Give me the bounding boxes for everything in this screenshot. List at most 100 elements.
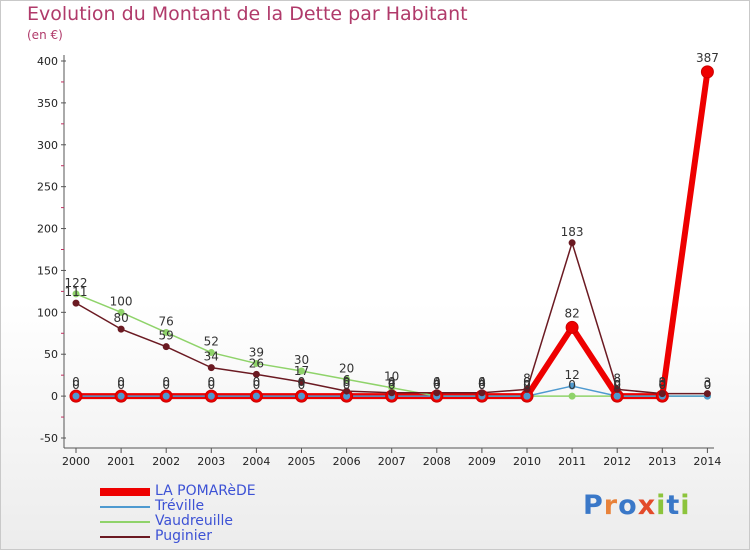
data-label: 0 xyxy=(162,378,170,392)
y-tick-label: 50 xyxy=(44,348,58,361)
data-label: 3 xyxy=(658,376,666,390)
data-point xyxy=(388,389,396,397)
data-point xyxy=(72,392,80,400)
y-tick-label: 0 xyxy=(51,390,58,403)
data-label: 0 xyxy=(478,378,486,392)
logo-letter: P xyxy=(583,490,604,521)
x-tick-label: 2013 xyxy=(648,455,676,468)
x-tick-label: 2000 xyxy=(62,455,90,468)
legend-item: Vaudreuille xyxy=(100,513,300,529)
data-label: 4 xyxy=(388,375,396,389)
data-point xyxy=(162,328,170,336)
logo-letter: t xyxy=(666,490,681,521)
data-label: 0 xyxy=(343,378,351,392)
data-label: 8 xyxy=(523,371,531,385)
chart-title: Evolution du Montant de la Dette par Hab… xyxy=(27,3,468,25)
data-point xyxy=(117,325,125,333)
data-label: 0 xyxy=(478,378,486,392)
data-point xyxy=(207,364,215,372)
data-point xyxy=(207,392,215,400)
data-point xyxy=(252,359,260,367)
data-point xyxy=(162,392,170,400)
data-point xyxy=(568,239,576,247)
data-label: 52 xyxy=(204,335,219,349)
y-tick-label: 250 xyxy=(37,181,58,194)
y-unit-label: (en €) xyxy=(27,28,63,42)
y-tick-label: 400 xyxy=(37,55,58,68)
legend-item: LA POMARèDE xyxy=(100,483,300,499)
data-point xyxy=(162,343,170,351)
data-label: 4 xyxy=(433,375,441,389)
data-label: 0 xyxy=(613,375,621,389)
data-label: 0 xyxy=(433,378,441,392)
data-point xyxy=(252,370,260,378)
x-tick-label: 2007 xyxy=(378,455,406,468)
data-label: 59 xyxy=(159,329,174,343)
data-label: 0 xyxy=(298,375,306,389)
data-label: 122 xyxy=(65,276,88,290)
y-tick-label: 350 xyxy=(37,97,58,110)
data-point xyxy=(298,367,305,375)
data-label: 0 xyxy=(658,375,666,389)
logo-letter: r xyxy=(603,490,619,521)
data-label: 0 xyxy=(72,378,80,392)
data-label: 183 xyxy=(561,225,584,239)
data-label: 0 xyxy=(658,378,666,392)
data-point xyxy=(343,387,351,395)
logo-letter: i xyxy=(656,490,667,521)
data-label: 0 xyxy=(253,378,261,392)
legend-label: Vaudreuille xyxy=(155,513,234,529)
data-label: 82 xyxy=(564,306,579,320)
y-tick-label: 100 xyxy=(37,306,58,319)
legend-swatch xyxy=(100,506,150,508)
data-point xyxy=(613,392,621,400)
data-label: 0 xyxy=(568,378,576,392)
data-label: 0 xyxy=(523,378,531,392)
logo-letter: o xyxy=(618,490,638,521)
data-label: 34 xyxy=(204,350,219,364)
data-point xyxy=(523,385,531,393)
data-point xyxy=(700,65,714,79)
legend-label: Puginier xyxy=(155,528,212,544)
data-label: 0 xyxy=(162,375,170,389)
data-label: 0 xyxy=(613,378,621,392)
data-point xyxy=(72,299,80,307)
data-label: 3 xyxy=(704,376,712,390)
x-tick-label: 2002 xyxy=(152,455,180,468)
data-point xyxy=(298,378,305,386)
data-label: 4 xyxy=(478,375,486,389)
data-label: 0 xyxy=(207,375,215,389)
data-label: 26 xyxy=(249,356,264,370)
x-tick-label: 2009 xyxy=(468,455,496,468)
data-label: 0 xyxy=(704,378,712,392)
data-label: 100 xyxy=(110,294,133,308)
data-label: 80 xyxy=(113,311,128,325)
data-label: 0 xyxy=(388,375,396,389)
data-point xyxy=(658,390,666,398)
y-tick-label: 150 xyxy=(37,264,58,277)
data-label: 0 xyxy=(433,378,441,392)
data-label: 76 xyxy=(159,314,174,328)
data-label: 387 xyxy=(696,51,719,65)
data-point xyxy=(613,385,621,393)
y-tick-label: 200 xyxy=(37,223,58,236)
data-label: 30 xyxy=(294,353,309,367)
data-label: 0 xyxy=(523,375,531,389)
data-label: 6 xyxy=(343,373,351,387)
data-point xyxy=(252,392,260,400)
logo-letter: i xyxy=(680,490,691,521)
x-tick-label: 2001 xyxy=(107,455,135,468)
data-label: 0 xyxy=(613,378,621,392)
data-point xyxy=(478,389,486,397)
x-tick-label: 2005 xyxy=(288,455,316,468)
data-label: 0 xyxy=(658,378,666,392)
data-label: 10 xyxy=(384,370,399,384)
series-line-0 xyxy=(73,68,711,400)
legend-label: Tréville xyxy=(155,498,205,514)
data-point xyxy=(117,392,125,400)
data-point xyxy=(568,392,576,400)
data-point xyxy=(298,392,305,400)
x-tick-label: 2008 xyxy=(423,455,451,468)
data-label: 0 xyxy=(72,375,80,389)
